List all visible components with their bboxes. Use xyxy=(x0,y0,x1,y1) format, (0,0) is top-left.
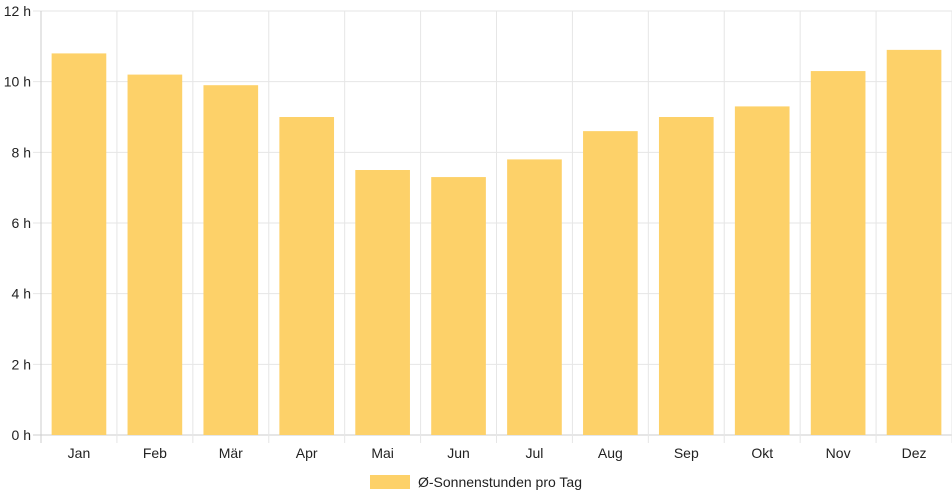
bar-chart: 0 h2 h4 h6 h8 h10 h12 h Jan Feb Mär Apr Mai J… xyxy=(4,3,952,461)
y-tick-label: 2 h xyxy=(12,356,31,372)
y-tick-label: 10 h xyxy=(4,74,31,90)
bar-okt[interactable] xyxy=(734,106,790,436)
x-tick-label: Mär xyxy=(219,445,243,461)
y-axis: 0 h 2 h 4 h 6 h 8 h 10 h 12 h xyxy=(4,3,31,443)
x-tick-label: Jan xyxy=(68,445,91,461)
bar-feb[interactable] xyxy=(127,74,183,435)
x-tick-label: Sep xyxy=(674,445,699,461)
x-tick-label: Jul xyxy=(526,445,544,461)
bar-jun[interactable] xyxy=(431,177,486,436)
bar-mär[interactable] xyxy=(203,85,259,435)
y-tick-label: 12 h xyxy=(4,3,31,19)
bar-nov[interactable] xyxy=(810,71,866,436)
legend-swatch xyxy=(370,475,410,489)
y-tick-label: 8 h xyxy=(12,144,31,160)
legend[interactable]: Ø-Sonnenstunden pro Tag xyxy=(370,472,582,492)
y-tick-label: 6 h xyxy=(12,215,31,231)
bar-aug[interactable] xyxy=(583,131,638,435)
bar-jul[interactable] xyxy=(507,159,562,435)
x-tick-label: Dez xyxy=(902,445,927,461)
bar-sep[interactable] xyxy=(658,117,714,435)
bar-dez[interactable] xyxy=(886,49,942,435)
x-tick-label: Aug xyxy=(598,445,623,461)
bar-mai[interactable] xyxy=(355,170,410,435)
x-axis: Jan Feb Mär Apr Mai Jun Jul Aug Sep Okt Nov Dez xyxy=(68,445,927,461)
x-tick-label: Jun xyxy=(447,445,470,461)
y-tick-label: 0 h xyxy=(12,427,31,443)
bars xyxy=(51,49,942,436)
legend-label: Ø-Sonnenstunden pro Tag xyxy=(418,474,582,490)
grid-lines xyxy=(33,10,952,443)
x-tick-label: Okt xyxy=(751,445,773,461)
x-tick-label: Apr xyxy=(296,445,318,461)
bar-jan[interactable] xyxy=(51,53,107,436)
x-tick-label: Mai xyxy=(371,445,394,461)
y-tick-label: 4 h xyxy=(12,286,31,302)
x-tick-label: Nov xyxy=(826,445,851,461)
bar-apr[interactable] xyxy=(279,117,335,435)
x-tick-label: Feb xyxy=(143,445,167,461)
